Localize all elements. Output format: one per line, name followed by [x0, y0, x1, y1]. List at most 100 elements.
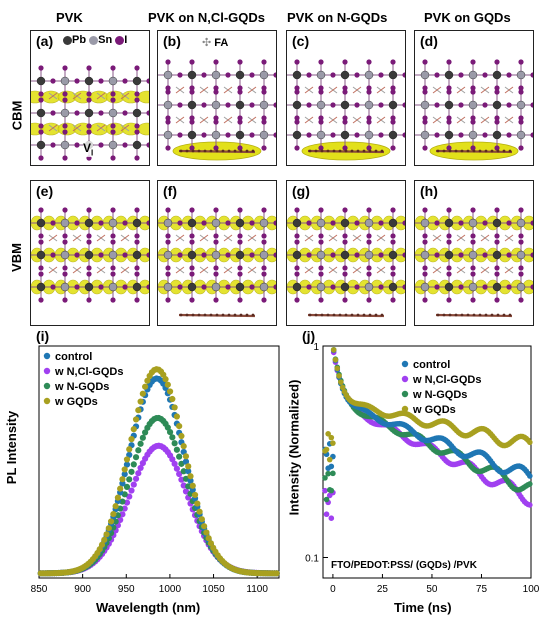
iodine-atom — [434, 284, 440, 290]
iodine-atom — [38, 207, 44, 213]
chart-i-point — [139, 434, 146, 441]
iodine-atom — [470, 239, 476, 245]
iodine-atom — [86, 271, 92, 277]
metal-atom — [516, 100, 526, 110]
iodine-atom — [294, 85, 300, 91]
chart-j-legend-label: w N-GQDs — [412, 389, 467, 401]
metal-atom — [60, 140, 70, 150]
column-title-ncl-gqds: PVK on N,Cl-GQDs — [148, 10, 266, 25]
iodine-atom — [294, 239, 300, 245]
gqd-carbon-atom — [460, 149, 464, 153]
iodine-atom — [306, 72, 312, 78]
iodine-atom — [249, 252, 255, 258]
iodine-atom — [470, 271, 476, 277]
gqd-carbon-atom — [239, 149, 243, 153]
iodine-atom — [165, 119, 171, 125]
chart-j-point — [332, 357, 339, 363]
chart-i-point — [142, 383, 149, 390]
iodine-atom — [261, 145, 267, 151]
iodine-atom — [306, 284, 312, 290]
fa-molecule — [352, 234, 362, 242]
iodine-atom — [134, 123, 140, 129]
iodine-atom — [50, 78, 56, 84]
iodine-atom — [74, 252, 80, 258]
iodine-atom — [225, 220, 231, 226]
chart-j-point — [326, 456, 333, 463]
iodine-atom — [422, 89, 428, 95]
iodine-atom — [470, 233, 476, 239]
chart-i-point — [130, 461, 137, 468]
chart-i-point — [135, 447, 142, 454]
metal-atom — [516, 130, 526, 140]
iodine-atom — [98, 142, 104, 148]
chart-i-point — [117, 505, 124, 512]
chart-i-ylabel: PL Intensity — [4, 410, 20, 485]
iodine-atom — [354, 102, 360, 108]
fa-molecule — [456, 86, 466, 94]
fa-molecule — [48, 234, 58, 242]
fa-molecule — [352, 86, 362, 94]
iodine-atom — [330, 132, 336, 138]
gqd-carbon-atom — [308, 149, 312, 153]
chart-i-xtick-label: 1050 — [202, 584, 225, 595]
iodine-atom — [506, 284, 512, 290]
chart-j-point — [334, 365, 341, 372]
chart-j-ytick-label: 0.1 — [305, 554, 319, 565]
fa-molecule — [304, 234, 314, 242]
metal-atom — [60, 218, 70, 228]
chart-i-xtick-label: 900 — [74, 584, 91, 595]
iodine-atom — [189, 271, 195, 277]
chart-j-xlabel: Time (ns) — [394, 600, 452, 615]
iodine-atom — [318, 207, 324, 213]
fa-molecule — [304, 266, 314, 274]
iodine-atom — [494, 85, 500, 91]
gqd-carbon-atom — [326, 313, 330, 317]
gqd-carbon-atom — [472, 313, 476, 317]
chart-i-point — [132, 475, 140, 482]
iodine-atom — [165, 207, 171, 213]
fa-molecule — [72, 234, 82, 242]
chart-i-xtick-label: 1100 — [246, 584, 268, 595]
chart-j-label: (j) — [302, 328, 316, 344]
panel-label: (f) — [162, 183, 178, 199]
iodine-atom — [306, 102, 312, 108]
iodine-atom — [294, 119, 300, 125]
iodine-atom — [378, 284, 384, 290]
metal-atom — [292, 70, 302, 80]
iodine-atom — [38, 91, 44, 97]
gqd-carbon-atom — [209, 149, 213, 153]
gqd-carbon-atom — [478, 149, 482, 153]
gqd-carbon-atom — [442, 313, 446, 317]
iodine-atom — [134, 271, 140, 277]
fa-molecule — [48, 92, 58, 100]
chart-i-point — [132, 416, 140, 423]
chart-i-point — [135, 470, 142, 477]
charge-density-lobe — [137, 90, 149, 104]
metal-atom — [420, 70, 430, 80]
iodine-atom — [74, 142, 80, 148]
chart-j-point — [323, 511, 330, 518]
metal-atom — [468, 282, 478, 292]
iodine-atom — [122, 110, 128, 116]
metal-atom — [364, 100, 374, 110]
fa-molecule — [223, 116, 233, 124]
gqd-carbon-atom — [442, 149, 446, 153]
iodine-atom — [177, 220, 183, 226]
gqd-carbon-atom — [179, 313, 183, 317]
chart-j-legend-label: w N,Cl-GQDs — [412, 374, 481, 386]
vacancy-subscript: I — [91, 148, 94, 158]
iodine-atom — [318, 119, 324, 125]
chart-i-legend-label: control — [55, 351, 92, 363]
pb-atom-icon — [63, 35, 72, 45]
metal-atom — [388, 250, 398, 260]
chart-i-legend-label: w N-GQDs — [54, 381, 109, 393]
iodine-atom — [261, 59, 267, 65]
iodine-atom — [273, 102, 276, 108]
chart-i-point — [178, 432, 185, 440]
iodine-atom — [122, 220, 128, 226]
metal-atom — [211, 282, 221, 292]
column-title-gqds: PVK on GQDs — [424, 10, 511, 25]
gqd-carbon-atom — [245, 313, 249, 317]
fa-molecule — [504, 266, 514, 274]
iodine-atom — [506, 252, 512, 258]
